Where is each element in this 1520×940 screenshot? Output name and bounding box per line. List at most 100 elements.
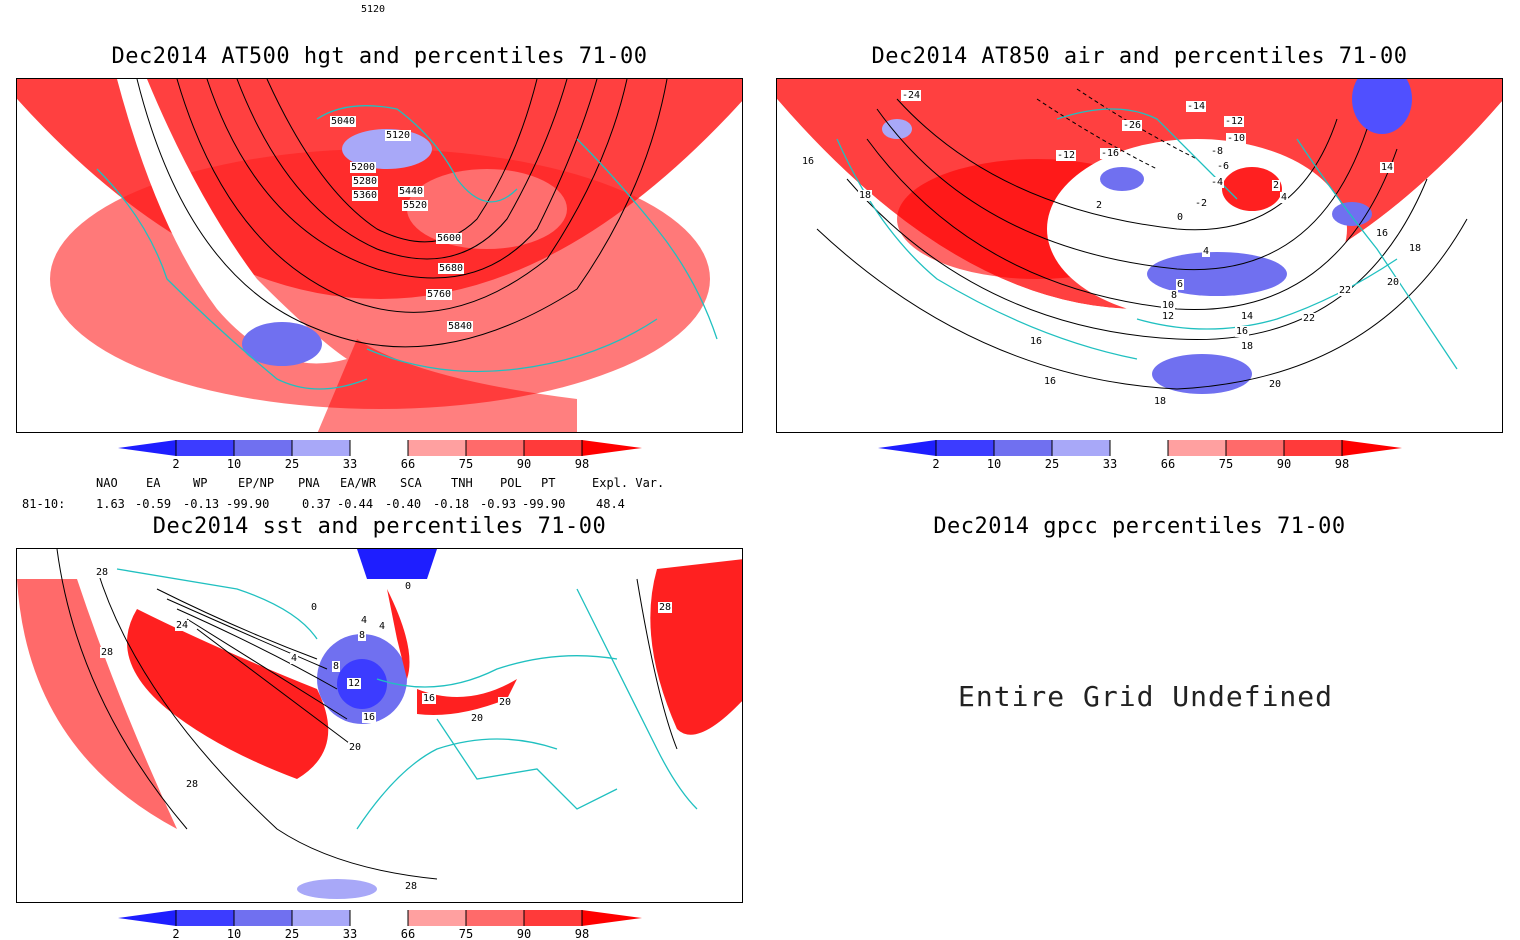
contour-label: 5760 <box>426 289 453 300</box>
tc-value: -0.40 <box>385 497 422 511</box>
contour-label: -6 <box>1216 161 1231 172</box>
contour-label: 28 <box>100 647 115 658</box>
cbar-tick: 90 <box>517 927 531 940</box>
contour-label: 28 <box>95 567 110 578</box>
contour-label: 16 <box>801 156 816 167</box>
sst-map-panel <box>16 548 743 903</box>
tc-value: -99.90 <box>522 497 566 511</box>
tc-header-pol: POL <box>500 476 522 490</box>
cbar-tick: 10 <box>227 927 241 940</box>
tc-header-ea: EA <box>146 476 161 490</box>
contour-label: -12 <box>1224 116 1245 127</box>
contour-label: 5120 <box>360 4 387 15</box>
contour-label: 2 <box>1272 180 1281 191</box>
contour-label: 5840 <box>447 321 474 332</box>
contour-label: 16 <box>362 712 377 723</box>
cbar-tick: 66 <box>401 457 415 470</box>
tc-value: -0.59 <box>135 497 172 511</box>
contour-label: 0 <box>404 581 413 592</box>
air-colorbar: 2 10 25 33 66 75 90 98 <box>878 440 1402 470</box>
hgt-map <box>17 79 742 432</box>
contour-label: 16 <box>1375 228 1390 239</box>
tc-period: 81-10: <box>22 497 66 511</box>
cbar-tick: 10 <box>227 457 241 470</box>
contour-label: -12 <box>1056 150 1077 161</box>
hgt-map-panel <box>16 78 743 433</box>
cbar-tick: 75 <box>459 927 473 940</box>
contour-label: 14 <box>1380 162 1395 173</box>
contour-label: -4 <box>1210 177 1225 188</box>
tc-header-eawr: EA/WR <box>340 476 377 490</box>
contour-label: 6 <box>1176 279 1185 290</box>
contour-label: 10 <box>1161 300 1176 311</box>
contour-label: -8 <box>1210 146 1225 157</box>
contour-label: 18 <box>1153 396 1168 407</box>
contour-label: 20 <box>348 742 363 753</box>
cbar-tick: 25 <box>285 457 299 470</box>
contour-label: 8 <box>1170 290 1179 301</box>
hgt-panel-title: Dec2014 AT500 hgt and percentiles 71-00 <box>111 44 648 69</box>
tc-value: -0.18 <box>433 497 470 511</box>
cbar-tick: 33 <box>343 457 357 470</box>
contour-label: 5520 <box>402 200 429 211</box>
tc-value: -0.13 <box>183 497 220 511</box>
hgt-colorbar: 2 10 25 33 66 75 90 98 <box>118 440 642 470</box>
air-panel-title: Dec2014 AT850 air and percentiles 71-00 <box>871 44 1408 69</box>
contour-label: 5440 <box>398 186 425 197</box>
cbar-tick: 2 <box>172 927 179 940</box>
cbar-tick: 66 <box>401 927 415 940</box>
sst-colorbar: 2 10 25 33 66 75 90 98 <box>118 910 642 940</box>
contour-label: -26 <box>1122 120 1143 131</box>
tc-header-epnp: EP/NP <box>238 476 275 490</box>
contour-label: 16 <box>422 693 437 704</box>
tc-header-wp: WP <box>193 476 208 490</box>
contour-label: 0 <box>310 602 319 613</box>
contour-label: 28 <box>404 881 419 892</box>
contour-label: -10 <box>1226 133 1247 144</box>
cbar-tick: 98 <box>1335 457 1349 470</box>
cbar-tick: 10 <box>987 457 1001 470</box>
cbar-tick: 75 <box>459 457 473 470</box>
contour-label: 28 <box>185 779 200 790</box>
contour-label: 18 <box>858 190 873 201</box>
tc-value: -99.90 <box>226 497 270 511</box>
cbar-tick: 25 <box>1045 457 1059 470</box>
tc-header-sca: SCA <box>400 476 422 490</box>
contour-label: 16 <box>1029 336 1044 347</box>
contour-label: 28 <box>658 602 673 613</box>
contour-label: 20 <box>1386 277 1401 288</box>
cbar-tick: 66 <box>1161 457 1175 470</box>
sst-panel-title: Dec2014 sst and percentiles 71-00 <box>152 514 607 539</box>
sst-map <box>17 549 742 899</box>
contour-label: 14 <box>1240 311 1255 322</box>
contour-label: 5360 <box>352 190 379 201</box>
contour-label: 0 <box>1176 212 1185 223</box>
contour-label: 24 <box>175 620 190 631</box>
cbar-tick: 98 <box>575 457 589 470</box>
cbar-tick: 25 <box>285 927 299 940</box>
contour-label: 12 <box>347 678 362 689</box>
contour-label: 20 <box>1268 379 1283 390</box>
tc-header-pna: PNA <box>298 476 320 490</box>
contour-label: -24 <box>901 90 922 101</box>
contour-label: 16 <box>1043 376 1058 387</box>
contour-label: 5280 <box>352 176 379 187</box>
contour-label: 5120 <box>385 130 412 141</box>
contour-label: 18 <box>1408 243 1423 254</box>
contour-label: -2 <box>1194 198 1209 209</box>
tc-value: -0.93 <box>480 497 517 511</box>
tc-value: 1.63 <box>96 497 125 511</box>
contour-label: 16 <box>1235 326 1250 337</box>
contour-label: 5600 <box>436 233 463 244</box>
contour-label: 4 <box>290 653 299 664</box>
cbar-tick: 2 <box>172 457 179 470</box>
tc-header-nao: NAO <box>96 476 118 490</box>
tc-value: 48.4 <box>596 497 625 511</box>
tc-value: -0.44 <box>337 497 374 511</box>
gpcc-panel-title: Dec2014 gpcc percentiles 71-00 <box>933 514 1346 539</box>
air-map <box>777 79 1502 432</box>
tc-value: 0.37 <box>302 497 331 511</box>
cbar-tick: 2 <box>932 457 939 470</box>
contour-label: 12 <box>1161 311 1176 322</box>
contour-label: 5040 <box>330 116 357 127</box>
